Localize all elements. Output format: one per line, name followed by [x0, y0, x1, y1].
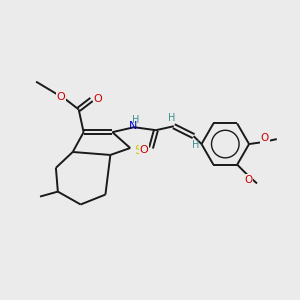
- Text: O: O: [244, 175, 252, 184]
- Text: O: O: [93, 94, 102, 104]
- Text: H: H: [168, 113, 176, 123]
- Text: O: O: [56, 92, 65, 103]
- Text: O: O: [261, 133, 269, 143]
- Text: H: H: [192, 140, 199, 150]
- Text: O: O: [140, 145, 148, 155]
- Text: H: H: [132, 115, 140, 125]
- Text: N: N: [129, 121, 137, 131]
- Text: S: S: [134, 143, 142, 157]
